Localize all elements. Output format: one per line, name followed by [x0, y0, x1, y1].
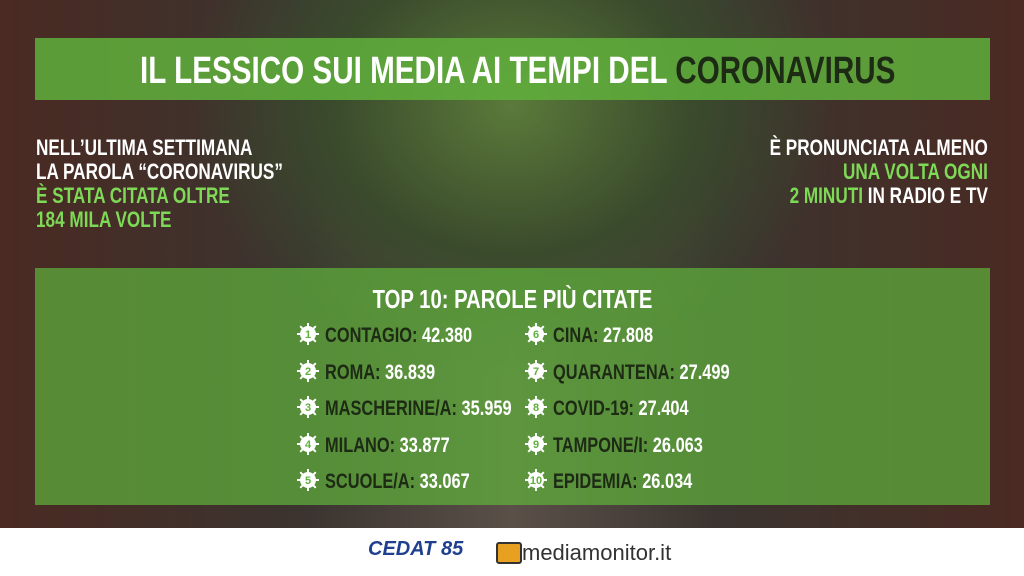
rank-icon: 8 [525, 396, 547, 418]
item-sep: : [632, 470, 643, 493]
item-count: 27.808 [603, 324, 654, 347]
title-text: IL LESSICO SUI MEDIA AI TEMPI DEL [140, 50, 668, 92]
note-line: NELL’ULTIMA SETTIMANA [36, 135, 253, 160]
left-note: NELL’ULTIMA SETTIMANA LA PAROLA “CORONAV… [36, 136, 283, 232]
top10-item: CONTAGIO: 42.380 [325, 324, 472, 348]
top10-item: CINA: 27.808 [553, 324, 653, 348]
top10-item: SCUOLE/A: 33.067 [325, 470, 470, 494]
note-text: IN RADIO E TV [867, 183, 988, 208]
item-word: TAMPONE/I [553, 434, 643, 457]
item-sep: : [412, 324, 423, 347]
item-count: 36.839 [385, 361, 436, 384]
note-line: È PRONUNCIATA ALMENO [769, 135, 988, 160]
item-sep: : [669, 361, 680, 384]
item-sep: : [451, 397, 462, 420]
item-sep: : [375, 361, 386, 384]
rank-number: 1 [305, 329, 311, 341]
item-word: QUARANTENA [553, 361, 670, 384]
rank-number: 6 [533, 329, 539, 341]
rank-badge: 5 [297, 469, 319, 491]
top10-item: EPIDEMIA: 26.034 [553, 470, 692, 494]
item-count: 42.380 [422, 324, 473, 347]
rank-number: 8 [533, 402, 539, 414]
top10-title: TOP 10: PAROLE PIÙ CITATE [372, 284, 653, 314]
item-word: MILANO [325, 434, 390, 457]
rank-number: 2 [305, 366, 311, 378]
rank-badge: 9 [525, 433, 547, 455]
rank-icon: 9 [525, 433, 547, 455]
rank-number: 4 [305, 439, 312, 451]
rank-number: 7 [533, 366, 539, 378]
title-banner: IL LESSICO SUI MEDIA AI TEMPI DEL CORONA… [35, 38, 990, 100]
logo-cedat: CEDAT 85 [368, 538, 464, 560]
title: IL LESSICO SUI MEDIA AI TEMPI DEL CORONA… [140, 50, 895, 93]
item-sep: : [389, 434, 400, 457]
rank-icon: 10 [525, 469, 547, 491]
item-word: MASCHERINE/A [325, 397, 452, 420]
item-count: 27.499 [679, 361, 730, 384]
top10-item: MASCHERINE/A: 35.959 [325, 397, 512, 421]
item-count: 33.067 [419, 470, 470, 493]
rank-number: 3 [305, 402, 311, 414]
item-word: CINA [553, 324, 594, 347]
item-count: 26.063 [652, 434, 703, 457]
top10-item: MILANO: 33.877 [325, 434, 450, 458]
item-word: CONTAGIO [325, 324, 413, 347]
note-line: LA PAROLA “CORONAVIRUS” [36, 159, 283, 184]
item-word: COVID-19 [553, 397, 629, 420]
item-count: 26.034 [642, 470, 693, 493]
item-count: 33.877 [399, 434, 450, 457]
top10-item: QUARANTENA: 27.499 [553, 361, 730, 385]
note-line: 2 MINUTI IN RADIO E TV [770, 184, 988, 208]
rank-icon: 1 [297, 323, 319, 345]
rank-icon: 5 [297, 469, 319, 491]
item-count: 27.404 [638, 397, 689, 420]
item-word: SCUOLE/A [325, 470, 410, 493]
rank-icon: 6 [525, 323, 547, 345]
rank-badge: 6 [525, 323, 547, 345]
item-word: EPIDEMIA [553, 470, 633, 493]
rank-number: 10 [530, 475, 542, 487]
rank-icon: 7 [525, 360, 547, 382]
footer: CEDAT 85 mediamonitor.it [0, 528, 1024, 576]
rank-badge: 2 [297, 360, 319, 382]
tv-icon [496, 542, 522, 564]
rank-number: 5 [305, 475, 311, 487]
rank-badge: 10 [525, 469, 547, 491]
note-line: È STATA CITATA OLTRE [36, 183, 230, 208]
item-word: ROMA [325, 361, 376, 384]
rank-badge: 1 [297, 323, 319, 345]
item-sep: : [642, 434, 653, 457]
note-highlight: 2 MINUTI [789, 183, 864, 208]
item-sep: : [593, 324, 604, 347]
rank-badge: 7 [525, 360, 547, 382]
title-highlight: CORONAVIRUS [675, 50, 896, 92]
rank-icon: 3 [297, 396, 319, 418]
top10-item: TAMPONE/I: 26.063 [553, 434, 703, 458]
rank-icon: 2 [297, 360, 319, 382]
item-count: 35.959 [461, 397, 512, 420]
rank-badge: 4 [297, 433, 319, 455]
rank-badge: 3 [297, 396, 319, 418]
top10-item: COVID-19: 27.404 [553, 397, 689, 421]
note-line: UNA VOLTA OGNI [843, 159, 988, 184]
logo-mediamonitor: mediamonitor.it [522, 540, 672, 565]
right-note: È PRONUNCIATA ALMENO UNA VOLTA OGNI 2 MI… [770, 136, 988, 208]
top10-item: ROMA: 36.839 [325, 361, 435, 385]
item-sep: : [409, 470, 420, 493]
top10-box: TOP 10: PAROLE PIÙ CITATE 1 CONTAGIO: 42.… [35, 268, 990, 505]
note-line: 184 MILA VOLTE [36, 207, 172, 232]
item-sep: : [628, 397, 639, 420]
rank-icon: 4 [297, 433, 319, 455]
rank-number: 9 [533, 439, 539, 451]
rank-badge: 8 [525, 396, 547, 418]
